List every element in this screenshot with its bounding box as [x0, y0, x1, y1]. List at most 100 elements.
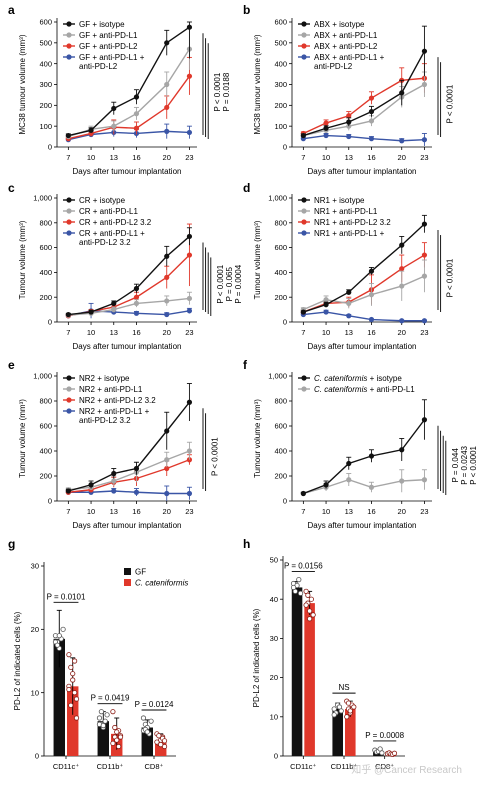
legend-entry: C. cateniformis + anti-PD-L1: [314, 385, 415, 394]
y-tick-label: 300: [39, 80, 52, 89]
individual-point: [66, 686, 72, 693]
y-tick-label: 40: [270, 595, 278, 604]
y-tick-label: 500: [274, 38, 287, 47]
data-point: [300, 132, 306, 139]
legend-swatch-dot: [66, 197, 72, 203]
legend-entry-continued: anti-PD-L2: [79, 62, 118, 71]
comparison-label: P = 0.0124: [135, 700, 174, 709]
x-tick-label: 13: [110, 328, 118, 337]
individual-point: [60, 626, 66, 632]
x-tick-label: 13: [110, 153, 118, 162]
individual-point: [148, 718, 154, 724]
x-tick-label: 7: [66, 507, 70, 516]
legend-swatch-dot: [66, 397, 72, 403]
panel-letter: g: [8, 537, 15, 551]
y-axis-title: MC38 tumour volume (mm³): [18, 34, 27, 134]
p-value-label: P = 0.0243: [460, 445, 469, 484]
comparison-label: P = 0.0156: [284, 562, 323, 571]
individual-point: [70, 671, 76, 677]
y-tick-label: 600: [39, 243, 52, 252]
data-point: [399, 138, 405, 144]
data-point: [88, 482, 94, 488]
data-point: [186, 24, 193, 30]
category-label: CD11c⁺: [290, 762, 316, 771]
data-point: [399, 90, 405, 96]
data-point: [368, 484, 375, 490]
p-value-label: P < 0.0001: [211, 437, 220, 476]
x-tick-label: 16: [132, 153, 140, 162]
series-abx-anti-pd-l1-: [300, 132, 428, 146]
p-value-label: P < 0.0001: [216, 264, 225, 303]
legend-swatch: [124, 568, 131, 575]
data-point: [164, 104, 170, 111]
legend-swatch-dot: [301, 54, 307, 60]
y-tick-label: 0: [48, 318, 52, 327]
data-point: [368, 118, 375, 124]
legend-entry: ABX + isotype: [314, 20, 365, 29]
data-point: [133, 300, 140, 306]
data-point: [111, 307, 117, 313]
individual-point: [116, 743, 122, 750]
series-line: [303, 254, 425, 313]
x-axis-title: Days after tumour implantation: [73, 521, 182, 530]
watermark-text: 知乎 @Cancer Research: [351, 763, 462, 776]
panel-letter: d: [243, 181, 250, 195]
bar: [67, 686, 79, 756]
data-point: [421, 252, 428, 258]
legend-entry: GF + anti-PD-L2: [79, 42, 138, 51]
x-tick-label: 7: [301, 507, 305, 516]
individual-point: [307, 608, 313, 614]
y-axis-title: PD-L2 of indicated cells (%): [13, 611, 22, 710]
data-point: [323, 309, 329, 315]
data-point: [368, 316, 375, 323]
legend-entry: NR1 + anti-PD-L1 +: [314, 229, 385, 238]
panel-letter: b: [243, 3, 250, 17]
legend-entry-continued: anti-PD-L2: [314, 62, 353, 71]
data-point: [111, 470, 117, 477]
bar: [291, 587, 303, 756]
legend-entry: ABX + anti-PD-L1 +: [314, 53, 385, 62]
comparison-label: P = 0.0101: [47, 592, 86, 601]
legend-entry: NR2 + anti-PD-L1: [79, 385, 143, 394]
panel-h: h 0 10 20 30 40 50 PD-L2 of indicated cells (%)…: [243, 537, 405, 771]
individual-point: [110, 709, 116, 715]
series-line: [303, 419, 425, 495]
individual-point: [117, 734, 124, 740]
legend-entry: ABX + anti-PD-L1: [314, 31, 378, 40]
legend-entry: C. cateniformis: [135, 579, 188, 588]
y-tick-label: 800: [39, 218, 52, 227]
x-tick-label: 16: [367, 507, 375, 516]
legend-entry: GF + anti-PD-L1 +: [79, 53, 145, 62]
x-axis-title: Days after tumour implantation: [73, 167, 182, 176]
legend-swatch-dot: [301, 32, 307, 38]
data-point: [88, 127, 94, 133]
data-point: [186, 233, 193, 240]
legend-entry-rest: + anti-PD-L1: [367, 385, 415, 394]
x-tick-label: 16: [132, 507, 140, 516]
x-axis-title: Days after tumour implantation: [308, 521, 417, 530]
data-point: [133, 94, 140, 100]
x-tick-label: 13: [345, 153, 353, 162]
bar: [141, 727, 153, 756]
x-tick-label: 20: [163, 153, 171, 162]
data-point: [111, 488, 117, 494]
category-label: CD11b⁺: [97, 762, 124, 771]
legend-swatch-dot: [66, 43, 72, 49]
data-point: [186, 448, 193, 454]
legend-swatch-dot: [301, 197, 307, 203]
data-point: [368, 292, 375, 298]
individual-point: [112, 724, 118, 731]
panel-letter: e: [8, 358, 15, 372]
x-axis-title: Days after tumour implantation: [308, 167, 417, 176]
legend-entry: GF + isotype: [79, 20, 125, 29]
y-tick-label: 0: [283, 497, 287, 506]
legend-entry-continued: anti-PD-L2 3.2: [79, 416, 131, 425]
bar: [155, 740, 167, 756]
data-point: [133, 310, 140, 316]
data-point: [300, 490, 306, 497]
legend-entry-continued: anti-PD-L2 3.2: [79, 238, 131, 247]
data-point: [323, 297, 329, 303]
